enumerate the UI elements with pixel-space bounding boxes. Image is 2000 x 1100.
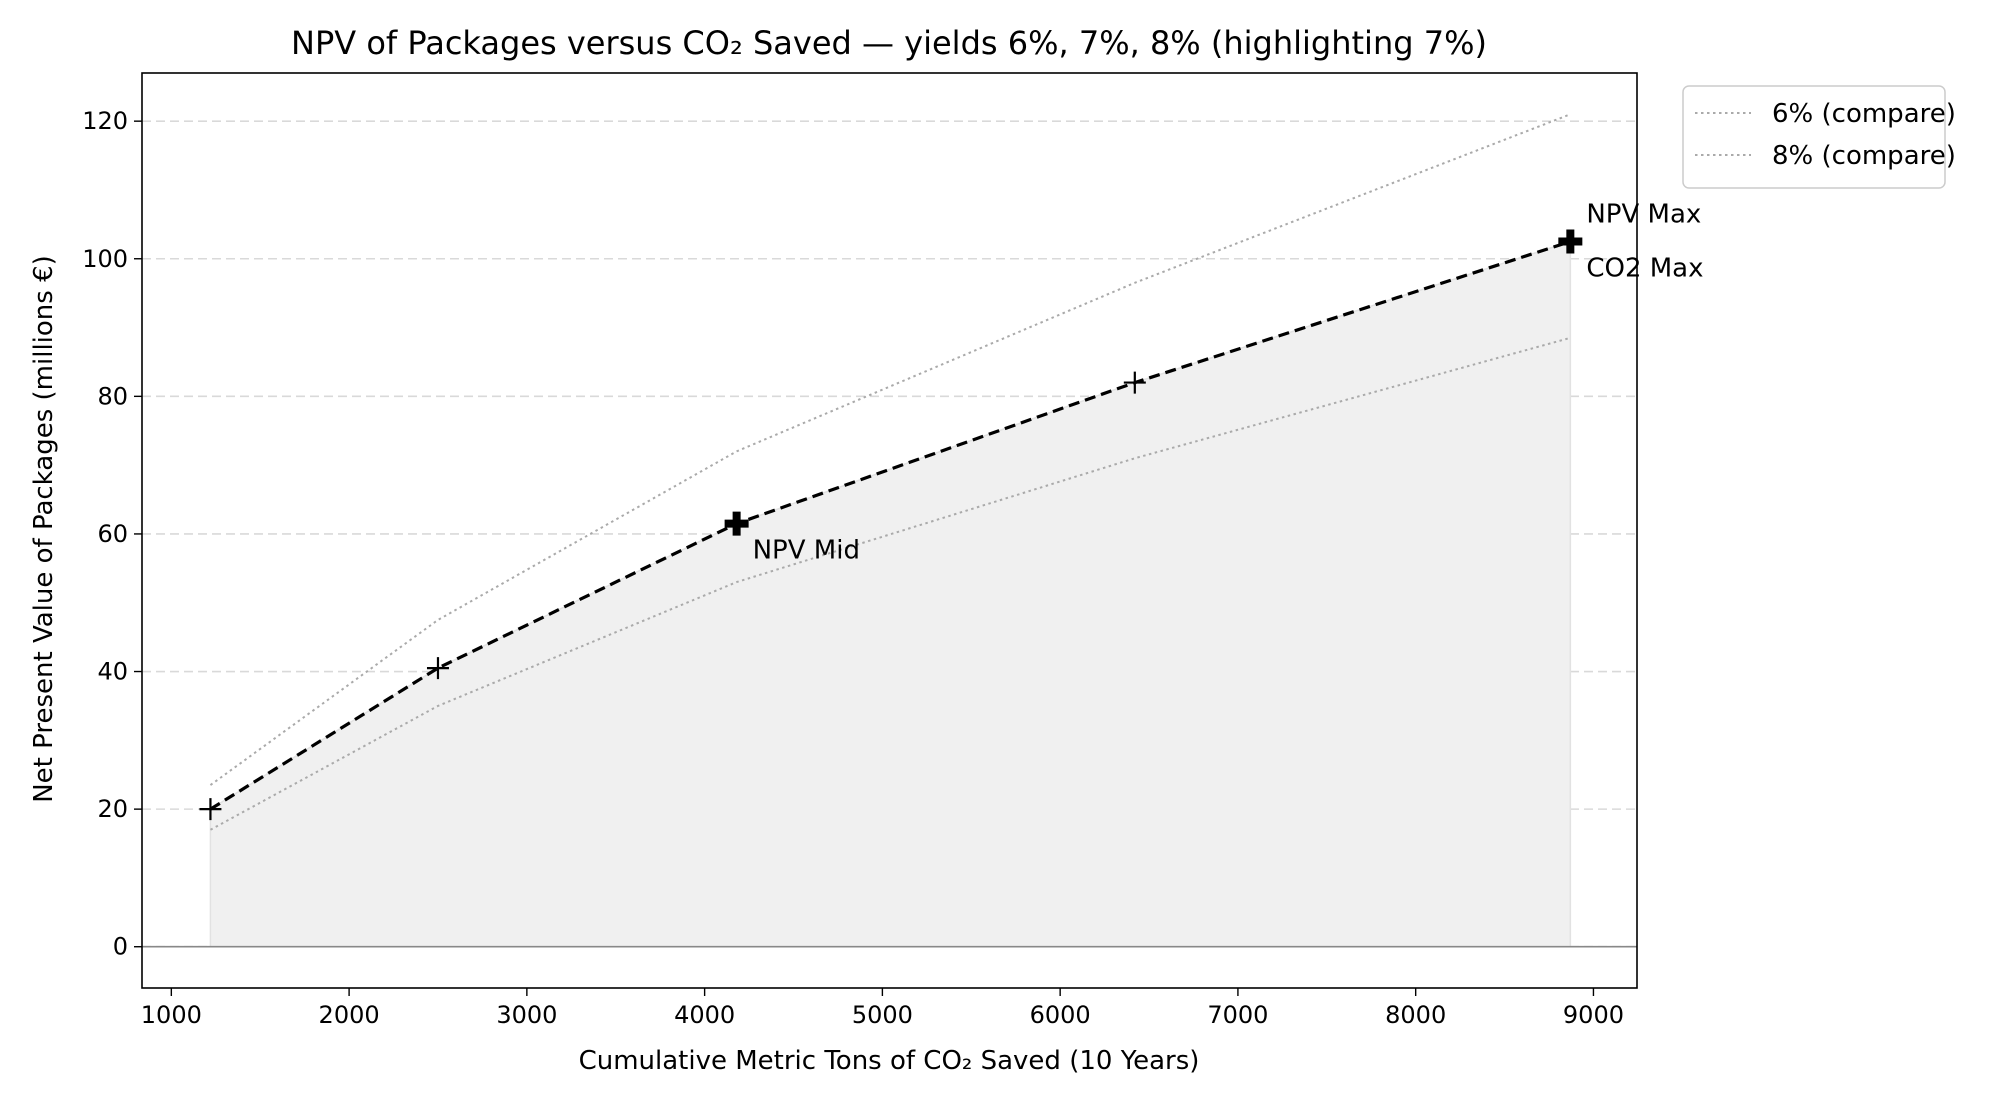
x-tick-label: 5000	[852, 1001, 913, 1029]
y-tick-label: 0	[113, 933, 128, 961]
chart-title: NPV of Packages versus CO₂ Saved — yield…	[291, 24, 1487, 62]
x-tick-label: 1000	[141, 1001, 202, 1029]
y-tick-label: 60	[97, 520, 128, 548]
x-tick-label: 6000	[1030, 1001, 1091, 1029]
y-tick-label: 20	[97, 795, 128, 823]
x-tick-label: 4000	[674, 1001, 735, 1029]
y-tick-label: 120	[82, 107, 128, 135]
legend-label: 6% (compare)	[1772, 99, 1956, 129]
x-tick-label: 3000	[496, 1001, 557, 1029]
data-point-marker	[426, 657, 449, 680]
legend: 6% (compare) 8% (compare)	[1682, 85, 1956, 189]
y-axis-label: Net Present Value of Packages (millions …	[29, 255, 59, 803]
data-point-marker-bold	[724, 511, 749, 536]
plot-frame	[141, 72, 1638, 989]
series-line-compare	[209, 113, 1571, 786]
legend-box	[1682, 85, 1946, 189]
data-point-marker	[199, 798, 222, 821]
data-point-marker	[1123, 371, 1146, 394]
x-tick-label: 9000	[1563, 1001, 1624, 1029]
x-tick-label: 7000	[1207, 1001, 1268, 1029]
annotation-label: NPV Mid	[753, 536, 860, 566]
annotation-label: NPV Max	[1586, 200, 1701, 230]
x-tick-label: 8000	[1385, 1001, 1446, 1029]
y-tick-label: 40	[97, 658, 128, 686]
data-point-marker-bold	[1558, 229, 1583, 254]
x-axis-label: Cumulative Metric Tons of CO₂ Saved (10 …	[579, 1046, 1200, 1076]
area-fill	[209, 240, 1572, 948]
y-tick-label: 80	[97, 382, 128, 410]
x-tick-label: 2000	[319, 1001, 380, 1029]
annotation-label: CO2 Max	[1586, 254, 1703, 284]
y-tick-label: 100	[82, 245, 128, 273]
legend-label: 8% (compare)	[1772, 141, 1956, 171]
series-line-compare	[209, 336, 1571, 831]
